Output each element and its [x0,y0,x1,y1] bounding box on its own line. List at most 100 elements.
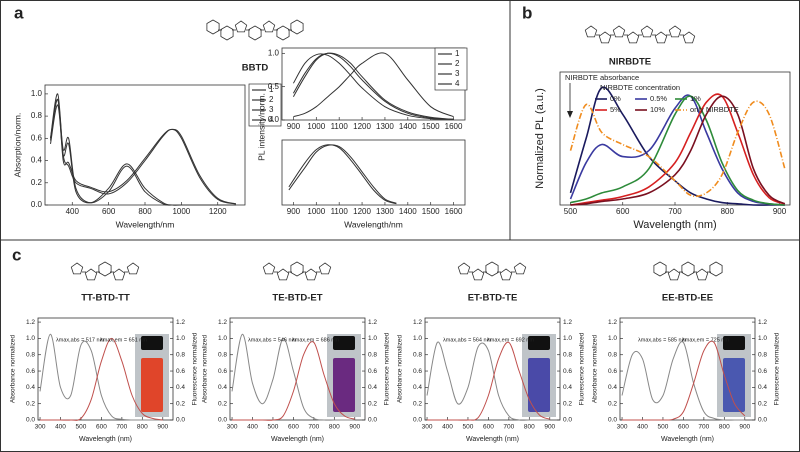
x-tick-label: 400 [55,424,66,431]
x-axis-label: Wavelength/nm [116,219,175,229]
molecule-ring [682,31,696,44]
x-tick-label: 300 [422,424,433,431]
y-tick-label: 0.8 [608,351,617,358]
molecule-ring [290,261,304,277]
legend-label: 1 [269,85,274,94]
molecule-ring [98,261,112,277]
molecule-ring [653,261,667,277]
annotation: λmax,em = 692 nm [487,337,534,343]
legend-label: 1% [690,94,701,103]
x-tick-label: 1000 [307,207,325,216]
x-tick-label: 1400 [399,122,417,131]
y-tick-label: 0.4 [31,156,43,165]
legend-label: 4 [269,115,274,124]
y-tick-label: 1.2 [26,319,35,326]
series-line [621,341,745,421]
series-line [426,341,550,421]
x-axis-label: Wavelength (nm) [633,219,716,231]
y-tick-label: 1.0 [268,48,280,57]
chart-title: EE-BTD-EE [662,293,713,304]
molecule-ring [234,20,248,33]
y-tick-label: 0.2 [26,400,35,407]
plot-frame [619,317,756,421]
plot-frame [281,139,466,206]
molecule-ring [709,261,723,277]
y2-tick-label: 0.8 [368,351,377,358]
y-axis-label: Absorbance normalized [202,334,209,403]
x-tick-label: 700 [308,424,319,431]
x-tick-label: 1400 [399,207,417,216]
molecule-ring [262,262,276,275]
x-tick-label: 800 [721,207,735,216]
y-tick-label: 0.6 [608,368,617,375]
y2-axis-label: Fluorescence normalized [384,332,391,405]
y2-axis-label: Fluorescence normalized [579,332,586,405]
x-tick-label: 300 [35,424,46,431]
y-tick-label: 1.0 [608,335,617,342]
molecule-ring [612,25,626,38]
vial-cap [141,336,163,350]
y2-tick-label: 0.0 [176,417,185,424]
x-tick-label: 400 [442,424,453,431]
y2-tick-label: 0.6 [758,368,767,375]
legend-box [434,47,468,91]
y2-tick-label: 0.2 [563,400,572,407]
series-line [50,104,236,206]
x-tick-label: 900 [739,424,750,431]
chart-title: ET-BTD-TE [468,293,518,304]
molecule-ring [276,25,290,41]
molecule-ring [640,25,654,38]
x-tick-label: 1500 [422,122,440,131]
x-tick-label: 500 [564,207,578,216]
series-line [292,52,454,120]
legend-label: 1 [455,49,460,58]
plot-frame [37,317,174,421]
chart-title: BBTD [242,63,269,74]
y-tick-label: 1.2 [413,319,422,326]
x-tick-label: 600 [96,424,107,431]
molecule-ring [248,25,262,41]
y-tick-label: 0.6 [26,368,35,375]
legend-title: NIRBDTE concentration [600,83,680,92]
x-tick-label: 1000 [307,122,325,131]
y2-tick-label: 1.2 [368,319,377,326]
annotation: λmax,abs = 546 nm [248,337,297,343]
molecule-ring [485,261,499,277]
x-tick-label: 700 [698,424,709,431]
series-line [293,52,454,118]
x-tick-label: 1600 [445,122,463,131]
y-tick-label: 0.8 [218,351,227,358]
annotation: λmax,abs = 564 nm [443,337,492,343]
molecule-ring [668,25,682,38]
x-tick-label: 600 [102,207,116,216]
y2-tick-label: 1.0 [368,335,377,342]
legend-label: 5% [610,105,621,114]
x-tick-label: 600 [678,424,689,431]
x-axis-label: Wavelength (nm) [79,436,132,443]
x-tick-label: 400 [637,424,648,431]
y2-tick-label: 0.4 [758,384,767,391]
molecule-ring [84,268,98,281]
y-tick-label: 0.0 [413,417,422,424]
y2-tick-label: 1.2 [176,319,185,326]
x-tick-label: 1200 [353,207,371,216]
vial-cap [528,336,550,350]
x-tick-label: 600 [616,207,630,216]
y-tick-label: 0.8 [413,351,422,358]
molecule-ring [126,262,140,275]
molecule-ring [584,25,598,38]
series-line [426,341,550,421]
y2-tick-label: 0.4 [368,384,377,391]
plot-frame [424,317,561,421]
series-line [569,100,786,198]
x-tick-label: 1300 [376,207,394,216]
x-tick-label: 1300 [376,122,394,131]
series-line [39,333,163,421]
series-line [292,52,454,120]
annotation: λmax,em = 686 nm [292,337,339,343]
molecule-ring [206,19,220,35]
legend-label: 3 [455,69,460,78]
chart-title: TE-BTD-ET [272,293,322,304]
legend-label: 10% [650,105,665,114]
